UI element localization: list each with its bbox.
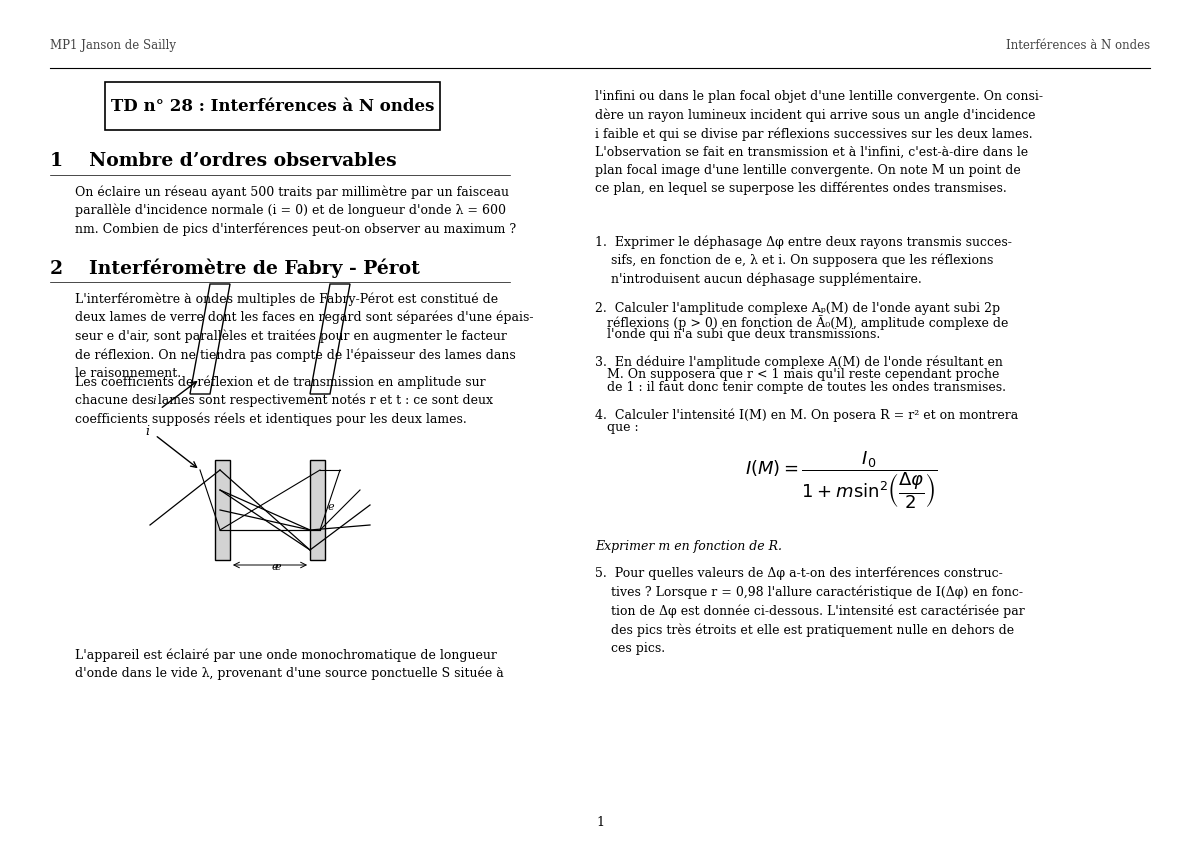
- Text: Interférences à N ondes: Interférences à N ondes: [1006, 39, 1150, 52]
- Text: 3.  En déduire l'amplitude complexe A(M) de l'onde résultant en: 3. En déduire l'amplitude complexe A(M) …: [595, 355, 1003, 368]
- Bar: [310, 460, 325, 560]
- Text: Exprimer m en fonction de R.: Exprimer m en fonction de R.: [595, 540, 782, 553]
- Text: 2    Interféromètre de Fabry - Pérot: 2 Interféromètre de Fabry - Pérot: [50, 258, 420, 278]
- Text: e: e: [275, 562, 282, 572]
- Text: réflexions (p > 0) en fonction de Ā₀(M), amplitude complexe de: réflexions (p > 0) en fonction de Ā₀(M),…: [607, 315, 1008, 330]
- Text: l'onde qui n'a subi que deux transmissions.: l'onde qui n'a subi que deux transmissio…: [607, 328, 881, 341]
- Text: e: e: [272, 562, 278, 572]
- Text: L'appareil est éclairé par une onde monochromatique de longueur
d'onde dans le v: L'appareil est éclairé par une onde mono…: [74, 648, 504, 680]
- Text: $I(M) = \dfrac{I_0}{1 + m\sin^2\!\left(\dfrac{\Delta\varphi}{2}\right)}$: $I(M) = \dfrac{I_0}{1 + m\sin^2\!\left(\…: [745, 449, 938, 510]
- Text: i: i: [145, 425, 149, 438]
- Text: 1: 1: [596, 816, 604, 829]
- Text: L'interféromètre à ondes multiples de Fabry-Pérot est constitué de
deux lames de: L'interféromètre à ondes multiples de Fa…: [74, 292, 534, 380]
- Text: 4.  Calculer l'intensité I(M) en M. On posera R = r² et on montrera: 4. Calculer l'intensité I(M) en M. On po…: [595, 408, 1019, 421]
- Text: MP1 Janson de Sailly: MP1 Janson de Sailly: [50, 39, 176, 52]
- Text: On éclaire un réseau ayant 500 traits par millimètre par un faisceau
parallèle d: On éclaire un réseau ayant 500 traits pa…: [74, 185, 516, 236]
- Text: M. On supposera que r < 1 mais qu'il reste cependant proche: M. On supposera que r < 1 mais qu'il res…: [607, 368, 1000, 381]
- Text: e: e: [328, 502, 335, 512]
- Text: Les coefficients de réflexion et de transmission en amplitude sur
chacune des la: Les coefficients de réflexion et de tran…: [74, 375, 493, 426]
- Text: TD n° 28 : Interférences à N ondes: TD n° 28 : Interférences à N ondes: [110, 98, 434, 115]
- Bar: [215, 460, 230, 560]
- Text: 1    Nombre d’ordres observables: 1 Nombre d’ordres observables: [50, 152, 397, 170]
- Text: que :: que :: [607, 421, 638, 434]
- Text: 1.  Exprimer le déphasage Δφ entre deux rayons transmis succes-
    sifs, en fon: 1. Exprimer le déphasage Δφ entre deux r…: [595, 235, 1012, 286]
- Text: l'infini ou dans le plan focal objet d'une lentille convergente. On consi-
dère : l'infini ou dans le plan focal objet d'u…: [595, 90, 1043, 195]
- FancyBboxPatch shape: [106, 82, 440, 130]
- Text: 5.  Pour quelles valeurs de Δφ a-t-on des interférences construc-
    tives ? Lo: 5. Pour quelles valeurs de Δφ a-t-on des…: [595, 567, 1025, 655]
- Text: de 1 : il faut donc tenir compte de toutes les ondes transmises.: de 1 : il faut donc tenir compte de tout…: [607, 381, 1006, 394]
- Text: i: i: [152, 396, 156, 406]
- Text: 2.  Calculer l'amplitude complexe Aₚ(M) de l'onde ayant subi 2p: 2. Calculer l'amplitude complexe Aₚ(M) d…: [595, 302, 1000, 315]
